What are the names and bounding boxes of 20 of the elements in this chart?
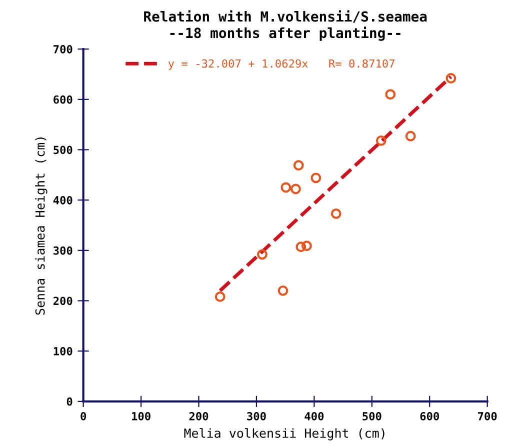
x-tick-label: 300 — [247, 412, 266, 420]
y-tick-label: 100 — [54, 347, 72, 356]
y-tick-label: 400 — [53, 196, 72, 204]
y-tick-label: 0 — [66, 397, 72, 406]
y-tick-label: 600 — [54, 95, 72, 104]
y-tick-label: 500 — [54, 146, 72, 154]
x-tick-label: 200 — [189, 412, 208, 420]
y-tick-label: 200 — [53, 296, 72, 306]
x-axis-title: Melia volkensii Height (cm) — [184, 428, 384, 440]
x-tick-label: 400 — [304, 412, 324, 420]
chart-title: Relation with M.volkensii/S.seamea --18 months after planting-- — [144, 10, 427, 41]
x-tick-label: 500 — [362, 412, 382, 420]
y-tick-label: 700 — [54, 45, 72, 54]
x-tick-label: 600 — [420, 412, 439, 420]
y-axis-title: Senna siamea Height (cm) — [35, 138, 48, 315]
x-tick-label: 100 — [132, 412, 150, 420]
y-tick-label: 300 — [54, 246, 72, 255]
legend-label: y = -32.007 + 1.0629x R= 0.87107 — [168, 59, 394, 70]
x-tick-label: 0 — [80, 412, 86, 420]
x-tick-label: 700 — [478, 412, 497, 420]
